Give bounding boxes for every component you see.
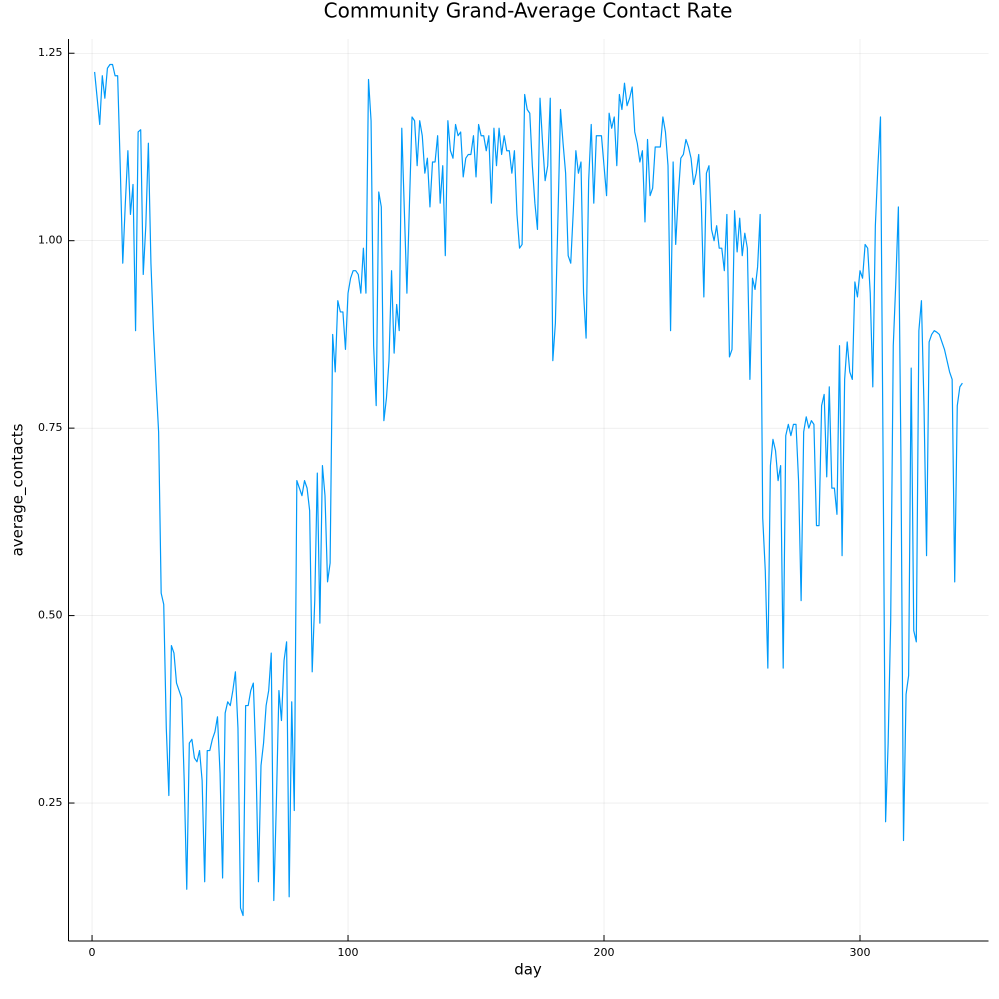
y-tick-label: 1.25 — [38, 46, 63, 59]
y-tick-label: 0.75 — [38, 421, 63, 434]
x-tick-label: 100 — [338, 946, 359, 959]
y-tick-label: 0.25 — [38, 796, 63, 809]
chart-title: Community Grand-Average Contact Rate — [324, 0, 733, 23]
x-tick-label: 300 — [849, 946, 870, 959]
x-tick-label: 200 — [594, 946, 615, 959]
y-axis-label: average_contacts — [9, 423, 28, 556]
y-tick-label: 0.50 — [38, 609, 63, 622]
x-axis-label: day — [514, 961, 542, 979]
data-line — [94, 63, 963, 917]
y-tick-label: 1.00 — [38, 234, 63, 247]
x-tick-label: 0 — [89, 946, 96, 959]
